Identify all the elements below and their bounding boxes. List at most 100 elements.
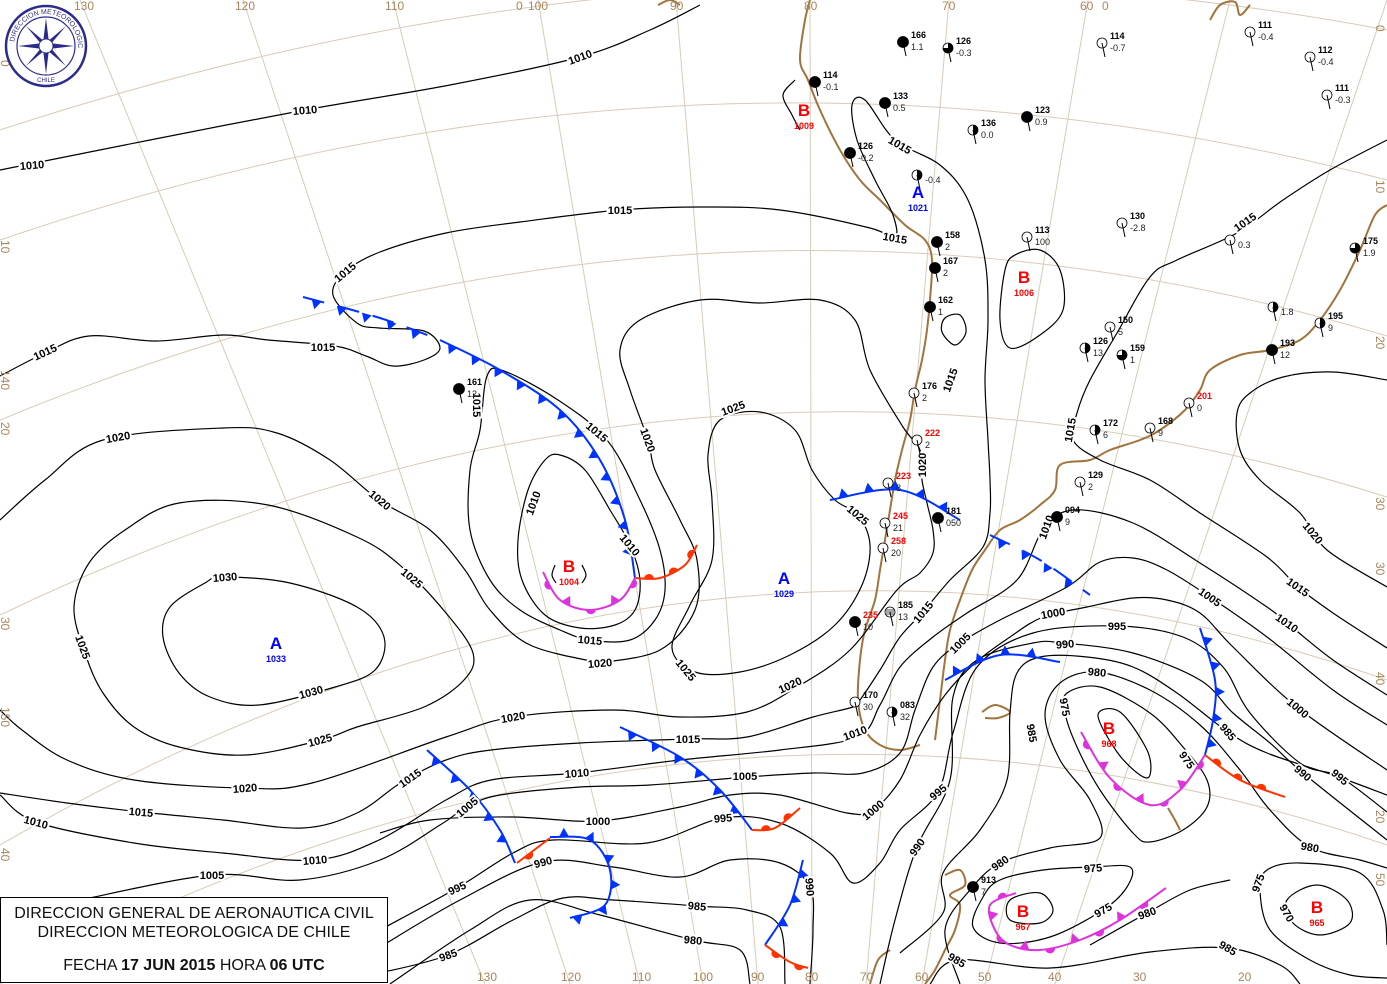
wind-barb-icon [972,886,977,902]
isobar-line [971,864,1134,945]
station-plot: 114 -0.7 [1096,31,1126,58]
graticule-label-left: 30 [0,617,12,631]
isobar-label: 1015 [32,342,59,363]
front-triangle [411,328,421,340]
station-plot: 0.3 [1224,234,1251,255]
front-triangle [311,299,322,310]
coastline [924,868,967,984]
station-pressure: 112 [1318,45,1333,55]
station-pressure: 913 [981,875,996,885]
front-triangle [496,833,507,843]
center-letter: B [1103,719,1115,738]
half-cover-icon [1273,302,1278,312]
meridian-line [79,0,486,984]
wind-barb-icon [1026,116,1031,132]
station-tendency: 0.9 [1035,117,1048,127]
isobar-label: 1000 [586,816,610,828]
wind-barb-icon [1056,516,1061,532]
latitude-circle [0,102,1387,241]
isobar-label: 1010 [292,104,317,118]
front-triangle [1202,636,1213,647]
front-triangle [798,868,809,879]
wind-barb-icon [972,129,977,145]
station-tendency: 5 [1118,327,1123,337]
wind-barb-icon [937,517,942,533]
front-triangle [603,854,615,864]
isobar-line [929,946,1301,984]
isobar-line [379,625,1387,931]
isobar-line [1097,708,1152,779]
front-triangle [386,320,397,331]
isobar-label: 985 [946,951,968,971]
front-triangle [450,773,461,784]
front-triangle [448,343,458,355]
station-pressure: 111 [1335,83,1349,93]
wind-barb-icon [1188,402,1193,418]
station-plot: 112 -0.4 [1304,45,1334,72]
front-semicircle [524,851,534,860]
wind-barb-icon [1229,239,1234,255]
occluded-front [542,571,638,615]
wind-barb-icon [1354,247,1359,263]
isobar-line [467,367,666,643]
station-tendency: 12 [1280,350,1290,360]
cold-front [829,480,961,521]
center-letter: A [778,569,790,588]
front-triangle [584,831,594,843]
wind-barb-icon [1272,306,1277,322]
isobar-label: 970 [1276,903,1296,925]
front-triangle [628,730,638,742]
station-plot: 130 -2.8 [1116,211,1146,238]
isobar-label: 1020 [637,427,657,454]
station-plot: -0.4 [911,169,941,190]
station-tendency: 0 [1197,403,1202,413]
isobar-line [1284,884,1354,936]
isobar-line [1089,879,1231,946]
isobar-label: 1010 [302,854,327,868]
station-pressure: 161 [467,377,482,387]
isobar-label: 975 [1176,750,1196,772]
station-plot: 126 -0.3 [942,36,972,63]
warm-front [1204,754,1286,798]
isobar-label: 985 [687,900,706,914]
station-tendency: -0.4 [1258,32,1274,42]
isobar-labels: 1010101010101015101510151015101510151015… [17,46,1352,973]
meridian-line [392,0,641,984]
station-tendency: 30 [863,702,873,712]
station-tendency: 0.0 [981,130,994,140]
wind-barb-icon [854,621,859,637]
front-semicircle [760,825,771,831]
station-pressure: 172 [1103,418,1118,428]
front-triangle [694,768,704,779]
isobar-label: 1025 [72,634,92,661]
isobar-label: 1005 [1196,586,1223,610]
isobar-line [671,410,871,676]
logo-text-bottom: CHILE [37,78,55,84]
chart-info-box: DIRECCION GENERAL DE AERONAUTICA CIVIL D… [0,897,388,983]
wind-barb-icon [916,439,921,455]
front-semicircle [629,578,638,589]
isobar-line [1259,862,1387,979]
station-tendency: 21 [893,523,903,533]
front-triangle [538,393,548,405]
front-triangle [1215,686,1225,697]
isobar-label: 1010 [842,724,869,744]
isobar-label: 975 [1250,873,1268,894]
isobar-label: 1015 [882,231,908,247]
station-pressure: 114 [823,70,838,80]
cold-front [302,296,441,341]
wind-barb-icon [929,306,934,322]
center-letter: A [912,183,924,202]
graticule-label-left: 140 [0,370,12,390]
isobar-line [161,576,386,706]
isobar-label: 1015 [886,135,913,158]
station-pressure: 245 [893,511,908,521]
isobar-label: 1020 [587,657,612,671]
